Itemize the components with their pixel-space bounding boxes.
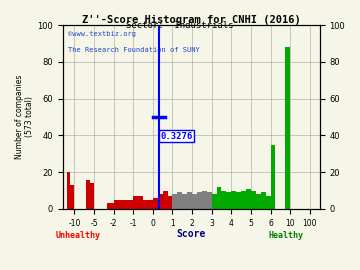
Bar xyxy=(217,187,221,209)
Bar xyxy=(90,183,94,209)
Bar xyxy=(107,203,114,209)
Bar xyxy=(256,194,261,209)
Bar xyxy=(153,198,158,209)
Bar xyxy=(167,196,172,209)
Text: ©www.textbiz.org: ©www.textbiz.org xyxy=(68,31,136,36)
Bar xyxy=(212,194,217,209)
Bar xyxy=(207,193,212,209)
Bar xyxy=(231,191,236,209)
Bar xyxy=(226,193,231,209)
Bar xyxy=(133,196,143,209)
Bar xyxy=(187,193,192,209)
Bar xyxy=(158,194,163,209)
Text: The Research Foundation of SUNY: The Research Foundation of SUNY xyxy=(68,47,199,53)
Bar xyxy=(270,144,275,209)
Text: Sector:  Industrials: Sector: Industrials xyxy=(126,21,234,30)
Title: Z''-Score Histogram for CNHI (2016): Z''-Score Histogram for CNHI (2016) xyxy=(82,15,301,25)
Bar xyxy=(202,191,207,209)
Bar xyxy=(197,193,202,209)
Y-axis label: Number of companies
(573 total): Number of companies (573 total) xyxy=(15,75,35,159)
Bar xyxy=(285,47,290,209)
Bar xyxy=(241,191,246,209)
Text: Healthy: Healthy xyxy=(269,231,303,240)
X-axis label: Score: Score xyxy=(176,229,206,239)
Bar xyxy=(114,200,133,209)
Bar xyxy=(236,193,241,209)
Bar xyxy=(246,189,251,209)
Bar xyxy=(177,193,182,209)
Bar xyxy=(221,191,226,209)
Text: 0.3276: 0.3276 xyxy=(160,132,193,141)
Bar xyxy=(251,191,256,209)
Bar xyxy=(261,193,266,209)
Bar xyxy=(86,180,90,209)
Bar xyxy=(67,172,71,209)
Bar xyxy=(172,194,177,209)
Bar xyxy=(192,194,197,209)
Bar xyxy=(71,185,75,209)
Bar xyxy=(143,200,153,209)
Bar xyxy=(163,191,167,209)
Text: Unhealthy: Unhealthy xyxy=(55,231,100,240)
Bar xyxy=(266,196,270,209)
Bar xyxy=(182,194,187,209)
